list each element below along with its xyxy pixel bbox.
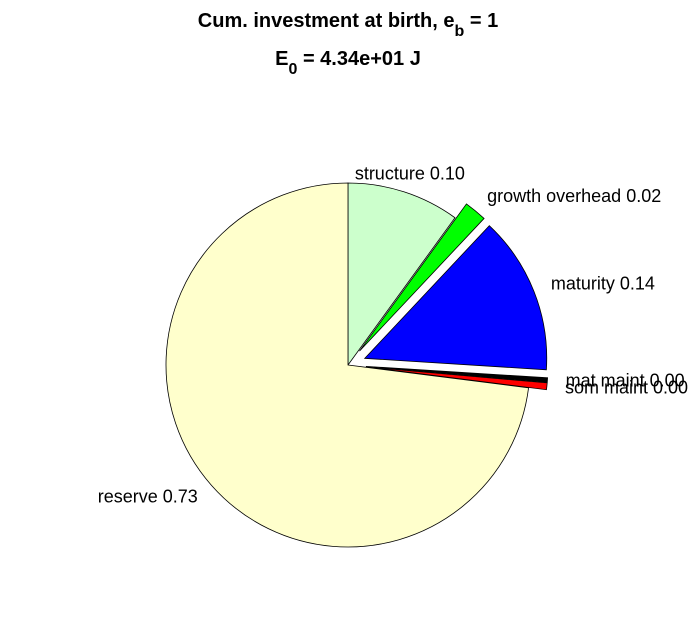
slice-label: maturity 0.14 [551,273,655,293]
slice-name: reserve [98,486,158,506]
slice-value: 0.14 [620,273,655,293]
pie-slice [363,225,548,371]
title-part: = 1 [464,10,498,32]
slice-value: 0.00 [653,377,688,397]
slice-value: 0.02 [626,186,661,206]
slice-label: mat maint 0.00 [566,370,685,390]
title-part: = 4.34e+01 J [297,48,420,70]
slice-label: reserve 0.73 [98,486,198,506]
title-part: E [275,48,288,70]
slice-name: structure [355,163,425,183]
title-part: 0 [288,61,297,78]
title-part: b [455,23,465,40]
slice-label: growth overhead 0.02 [487,186,661,206]
slice-name: growth overhead [487,186,621,206]
slice-name: som maint [565,377,648,397]
title-part: Cum. investment at birth, e [198,10,455,32]
pie-slice [165,182,530,548]
slice-value: 0.10 [430,163,465,183]
slice-label: structure 0.10 [355,163,465,183]
slice-name: maturity [551,273,615,293]
pie-slice [365,365,549,383]
slice-label: som maint 0.00 [565,377,688,397]
chart-title: E0 = 4.34e+01 J [275,48,421,78]
chart-title: Cum. investment at birth, eb = 1 [198,10,498,40]
slice-value: 0.73 [163,486,198,506]
slice-value: 0.00 [650,370,685,390]
pie-slice [359,203,485,352]
slice-name: mat maint [566,370,645,390]
pie-slice [347,182,456,367]
